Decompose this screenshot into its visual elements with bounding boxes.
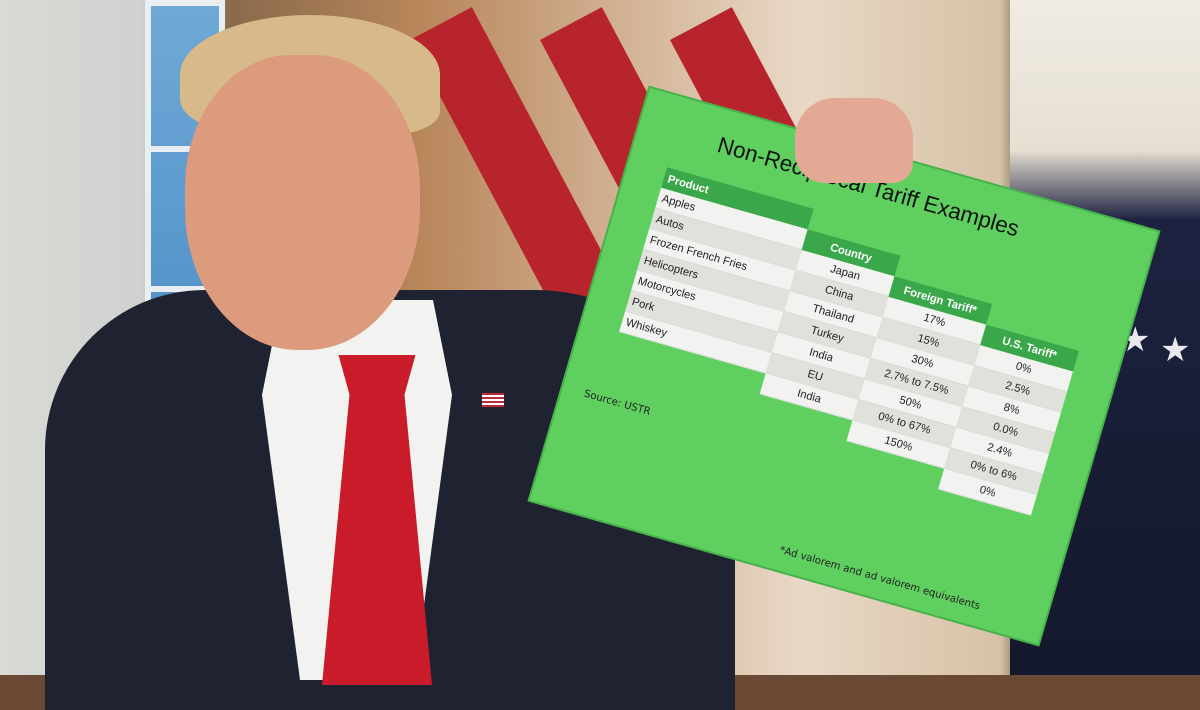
face xyxy=(185,55,420,350)
tariff-table: Product Apples Autos Frozen French Fries Hel… xyxy=(601,167,1097,516)
speaker xyxy=(45,15,735,710)
hand xyxy=(795,98,913,183)
flag-pin xyxy=(482,393,504,407)
